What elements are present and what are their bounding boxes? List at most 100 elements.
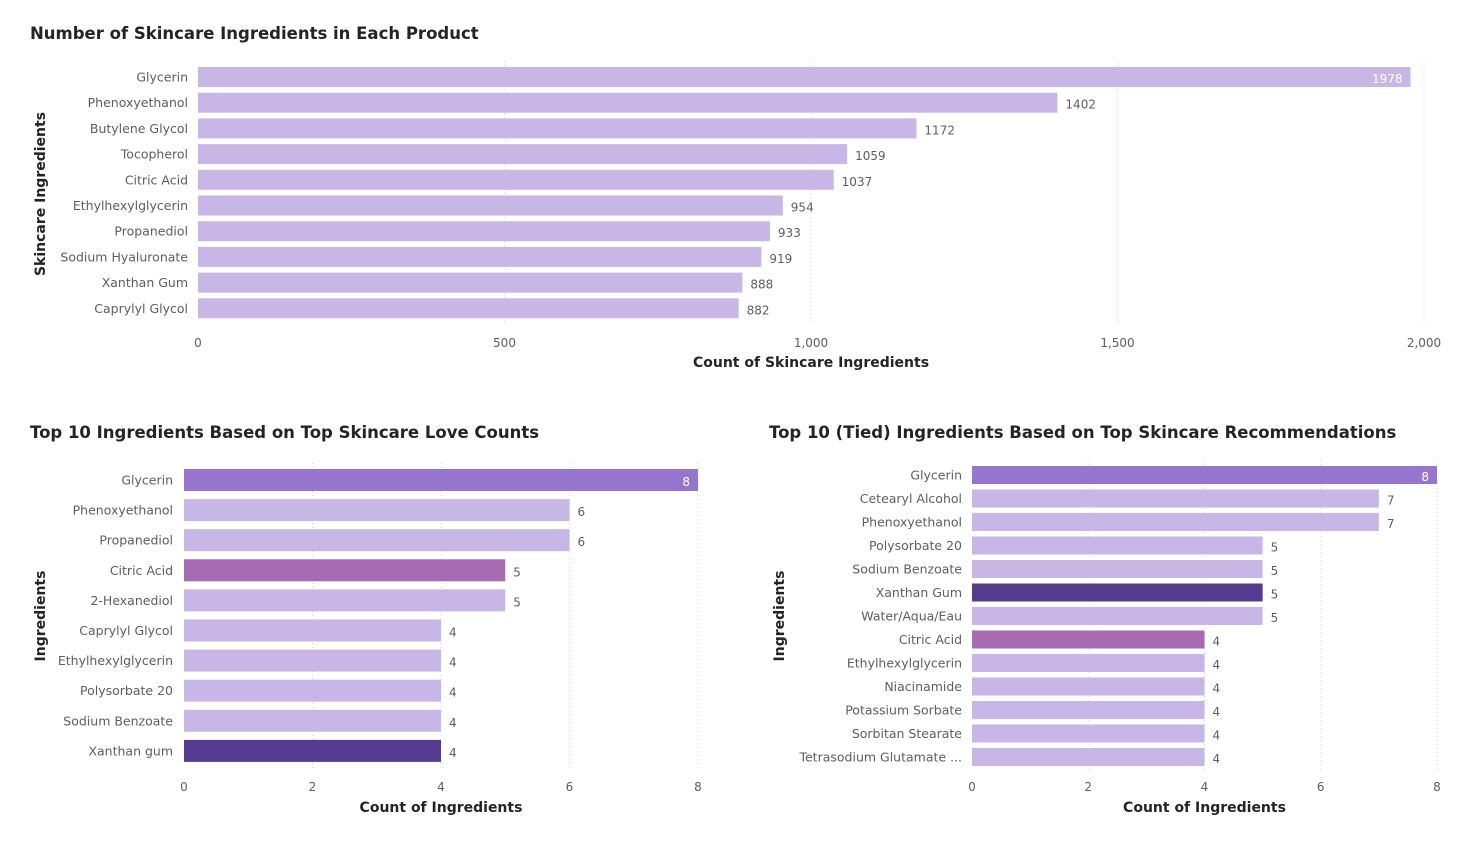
bar[interactable]: [972, 677, 1205, 696]
bar[interactable]: [198, 67, 1411, 87]
bar[interactable]: [184, 499, 570, 522]
bar[interactable]: [972, 654, 1205, 672]
bar[interactable]: [198, 144, 848, 165]
bar[interactable]: [972, 724, 1205, 743]
category-label: Glycerin: [136, 70, 188, 85]
category-label: Phenoxyethanol: [88, 95, 188, 110]
chart-1-title: Number of Skincare Ingredients in Each P…: [30, 24, 479, 43]
x-tick-label: 2: [1084, 780, 1092, 794]
data-label: 5: [513, 595, 521, 609]
category-label: Polysorbate 20: [869, 538, 962, 553]
x-tick-label: 1,000: [794, 336, 828, 350]
bar[interactable]: [198, 118, 917, 139]
bar[interactable]: [972, 513, 1379, 531]
category-label: Propanediol: [99, 533, 173, 548]
x-tick-label: 2: [309, 780, 317, 794]
category-label: Phenoxyethanol: [73, 503, 173, 518]
data-label: 6: [578, 535, 586, 549]
bar[interactable]: [184, 469, 698, 491]
category-label: Polysorbate 20: [80, 683, 173, 698]
bar[interactable]: [972, 607, 1263, 625]
bar[interactable]: [198, 195, 783, 216]
bar[interactable]: [184, 589, 506, 612]
bar[interactable]: [972, 560, 1263, 578]
data-label: 5: [1271, 588, 1279, 602]
category-label: Citric Acid: [899, 632, 962, 647]
category-label: Sodium Benzoate: [63, 713, 173, 728]
category-label: Ethylhexylglycerin: [58, 653, 173, 668]
category-label: Caprylyl Glycol: [79, 623, 173, 638]
x-tick-label: 1,500: [1100, 336, 1134, 350]
bar[interactable]: [198, 298, 739, 319]
data-label: 5: [1271, 611, 1279, 625]
bar[interactable]: [972, 489, 1379, 508]
x-tick-label: 0: [968, 780, 976, 794]
category-label: Niacinamide: [884, 679, 962, 694]
bar[interactable]: [198, 92, 1058, 113]
bar[interactable]: [972, 583, 1263, 602]
category-label: Tocopherol: [120, 147, 188, 162]
x-tick-label: 4: [1201, 780, 1209, 794]
bar[interactable]: [972, 701, 1205, 719]
category-label: Propanediol: [114, 224, 188, 239]
y-axis-title: Skincare Ingredients: [33, 112, 49, 276]
bar[interactable]: [972, 466, 1437, 484]
category-label: Cetearyl Alcohol: [860, 491, 962, 506]
category-label: Ethylhexylglycerin: [73, 198, 188, 213]
chart-2-title: Top 10 Ingredients Based on Top Skincare…: [30, 423, 540, 442]
data-label: 888: [750, 278, 773, 292]
bar[interactable]: [972, 748, 1205, 766]
x-tick-label: 4: [437, 780, 445, 794]
data-label: 4: [1213, 658, 1221, 672]
bar[interactable]: [198, 272, 743, 293]
bar[interactable]: [198, 169, 834, 190]
data-label: 4: [1213, 682, 1221, 696]
bar[interactable]: [198, 246, 762, 267]
data-label: 5: [1271, 541, 1279, 555]
bar[interactable]: [184, 709, 441, 732]
bar[interactable]: [972, 630, 1205, 649]
data-label: 1978: [1372, 72, 1403, 86]
category-label: Ethylhexylglycerin: [847, 656, 962, 671]
chart-3-title: Top 10 (Tied) Ingredients Based on Top S…: [769, 423, 1397, 442]
bar[interactable]: [184, 739, 441, 762]
bar[interactable]: [184, 619, 441, 642]
data-label: 4: [449, 686, 457, 700]
data-label: 5: [513, 565, 521, 579]
x-tick-label: 2,000: [1407, 336, 1441, 350]
data-label: 7: [1387, 517, 1395, 531]
bar[interactable]: [198, 221, 770, 242]
bar[interactable]: [184, 679, 441, 702]
category-label: 2-Hexanediol: [90, 593, 173, 608]
y-axis-title: Ingredients: [772, 571, 788, 662]
data-label: 933: [778, 226, 801, 240]
data-label: 8: [1421, 470, 1429, 484]
category-label: Sodium Benzoate: [852, 562, 962, 577]
bar[interactable]: [184, 529, 570, 552]
category-label: Xanthan Gum: [876, 585, 962, 600]
x-tick-label: 8: [1433, 780, 1441, 794]
x-tick-label: 8: [694, 780, 702, 794]
x-tick-label: 6: [1317, 780, 1325, 794]
category-label: Caprylyl Glycol: [94, 301, 188, 316]
data-label: 8: [682, 475, 690, 489]
category-label: Potassium Sorbate: [845, 703, 962, 718]
x-axis-title: Count of Ingredients: [1123, 800, 1286, 816]
x-axis-title: Count of Skincare Ingredients: [693, 355, 929, 371]
data-label: 4: [449, 746, 457, 760]
x-axis-title: Count of Ingredients: [360, 800, 523, 816]
bar[interactable]: [184, 649, 441, 672]
bar[interactable]: [184, 559, 506, 582]
data-label: 4: [1213, 705, 1221, 719]
category-label: Glycerin: [121, 473, 173, 488]
bar[interactable]: [972, 536, 1263, 555]
x-tick-label: 6: [566, 780, 574, 794]
x-tick-label: 0: [180, 780, 188, 794]
data-label: 5: [1271, 564, 1279, 578]
data-label: 4: [1213, 729, 1221, 743]
category-label: Xanthan Gum: [102, 275, 188, 290]
category-label: Citric Acid: [125, 172, 188, 187]
data-label: 919: [769, 252, 792, 266]
